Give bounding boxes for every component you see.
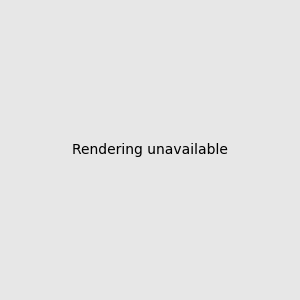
- Text: Rendering unavailable: Rendering unavailable: [72, 143, 228, 157]
